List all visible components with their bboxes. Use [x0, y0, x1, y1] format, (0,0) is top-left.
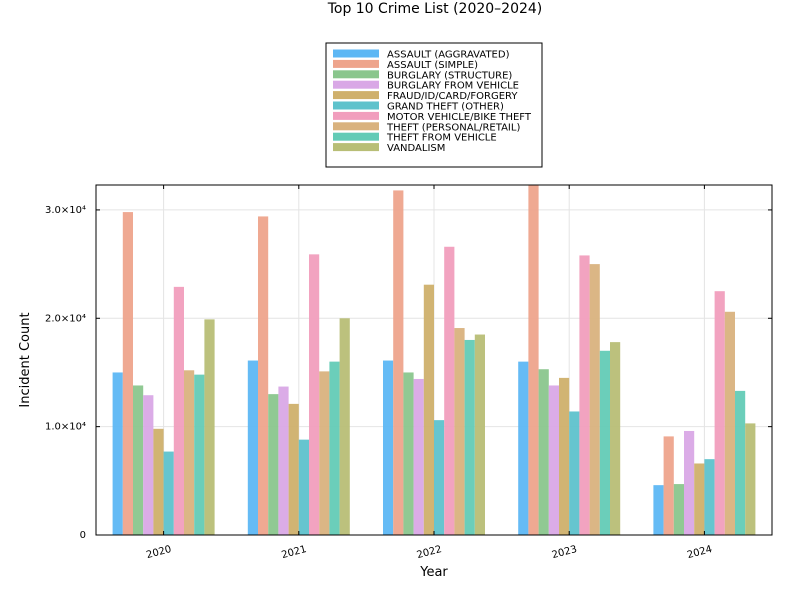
bar — [143, 395, 154, 535]
bar — [673, 484, 684, 535]
bar — [569, 411, 580, 535]
legend-swatch — [333, 91, 379, 100]
bar — [528, 185, 539, 535]
bar — [268, 394, 279, 535]
legend-label: BURGLARY FROM VEHICLE — [387, 81, 519, 92]
legend-label: THEFT FROM VEHICLE — [386, 133, 497, 144]
bar — [599, 350, 610, 535]
bar — [474, 334, 485, 535]
bar — [610, 342, 621, 535]
bar — [548, 385, 559, 535]
bar — [704, 459, 715, 535]
bar — [194, 374, 205, 535]
bar — [133, 385, 144, 535]
bar — [247, 360, 258, 535]
bar — [204, 319, 215, 535]
legend-label: ASSAULT (AGGRAVATED) — [387, 50, 510, 61]
bar — [454, 328, 465, 535]
plot-area: 0 1.0×10⁴ 2.0×10⁴ 3.0×10⁴ 2020 2021 2022 2023 2… — [45, 184, 773, 561]
legend-label: MOTOR VEHICLE/BIKE THEFT — [387, 112, 532, 123]
legend-label: ASSAULT (SIMPLE) — [387, 60, 478, 71]
bar — [288, 403, 299, 535]
bar — [694, 463, 705, 535]
bar — [579, 255, 590, 535]
y-tick-label: 1.0×10⁴ — [45, 422, 86, 433]
bar — [309, 254, 320, 535]
legend-swatch — [333, 143, 379, 152]
legend-label: GRAND THEFT (OTHER) — [387, 102, 504, 113]
legend-swatch — [333, 111, 379, 120]
bar — [464, 339, 475, 535]
bar — [383, 360, 394, 535]
bar — [714, 291, 725, 535]
y-tick-label: 3.0×10⁴ — [45, 205, 86, 216]
legend-label: VANDALISM — [387, 143, 445, 154]
bar — [745, 423, 756, 535]
bar — [122, 212, 133, 535]
legend: ASSAULT (AGGRAVATED)ASSAULT (SIMPLE)BURG… — [325, 42, 543, 168]
x-axis-title: Year — [419, 565, 448, 580]
x-tick-label: 2021 — [280, 544, 307, 561]
bar — [153, 428, 164, 535]
bar — [258, 216, 269, 536]
y-tick-label: 0 — [80, 530, 86, 541]
x-tick-label: 2023 — [551, 544, 578, 561]
bar — [173, 286, 184, 535]
bar — [278, 386, 289, 535]
bar — [163, 451, 174, 535]
legend-swatch — [333, 122, 379, 131]
legend-swatch — [333, 49, 379, 58]
x-tick-label: 2020 — [145, 544, 172, 561]
bar — [653, 485, 664, 535]
x-tick-label: 2022 — [416, 544, 443, 561]
bar — [684, 430, 695, 535]
chart-title: Top 10 Crime List (2020–2024) — [327, 1, 543, 17]
bar — [559, 377, 570, 535]
bar — [444, 246, 455, 535]
legend-label: FRAUD/ID/CARD/FORGERY — [387, 91, 518, 102]
bar — [403, 372, 414, 535]
legend-swatch — [333, 101, 379, 110]
y-tick-label: 2.0×10⁴ — [45, 313, 86, 324]
legend-swatch — [333, 70, 379, 79]
y-axis-title: Incident Count — [18, 312, 33, 407]
bar — [735, 390, 746, 535]
bar — [518, 361, 529, 535]
bar — [413, 378, 424, 535]
bar — [112, 372, 123, 535]
bar — [184, 370, 195, 535]
x-tick-label: 2024 — [686, 544, 713, 561]
legend-swatch — [333, 59, 379, 68]
bar — [339, 318, 350, 535]
bar — [538, 369, 549, 535]
bar — [393, 190, 404, 535]
bar — [329, 361, 340, 535]
bar — [434, 420, 445, 535]
legend-label: THEFT (PERSONAL/RETAIL) — [386, 122, 520, 133]
bar — [319, 371, 330, 535]
bar — [298, 439, 309, 535]
bar — [663, 436, 674, 535]
legend-label: BURGLARY (STRUCTURE) — [387, 70, 512, 81]
legend-swatch — [333, 132, 379, 141]
bar — [724, 311, 735, 535]
bar — [589, 264, 600, 535]
bar — [423, 284, 434, 535]
legend-swatch — [333, 80, 379, 89]
